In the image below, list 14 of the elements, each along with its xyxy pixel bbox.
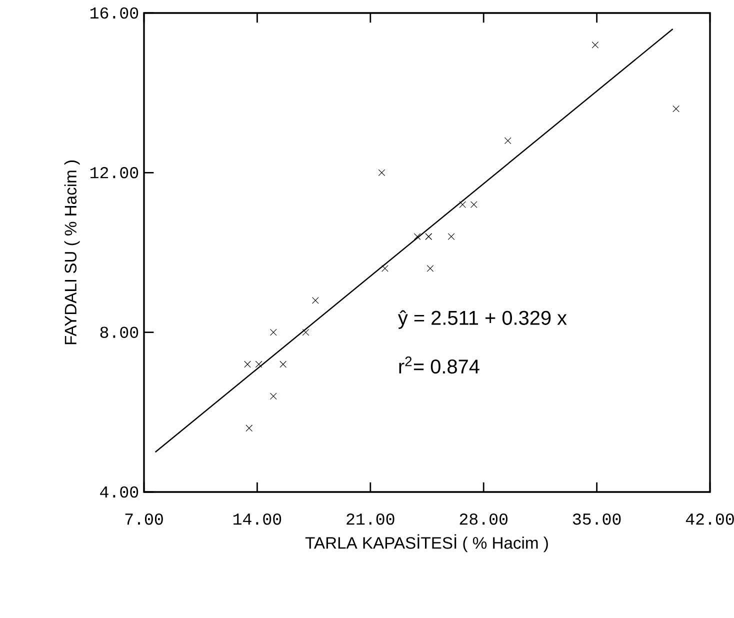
x-tick-label: 35.00 xyxy=(572,513,621,525)
y-tick-label: 12.00 xyxy=(90,167,138,178)
x-tick-label: 14.00 xyxy=(233,513,282,525)
annotation: r$^{2}$= 0.874 xyxy=(399,356,480,374)
y-tick-label: 16.00 xyxy=(90,7,138,19)
x-tick-label: 7.00 xyxy=(125,513,163,525)
x-tick-label: 42.00 xyxy=(686,513,734,525)
y-tick-label: 4.00 xyxy=(100,486,138,498)
y-tick-label: 8.00 xyxy=(100,326,138,338)
x-tick-label: 21.00 xyxy=(346,513,394,525)
x-tick-label: 28.00 xyxy=(460,513,508,525)
annotation: ŷ = 2.511 + 0.329 x xyxy=(398,310,567,329)
x-axis-title: TARLA KAPASİTESİ ( % Hacim ) xyxy=(305,534,548,552)
y-axis-title: FAYDALI SU ( % Hacim ) xyxy=(64,160,80,344)
